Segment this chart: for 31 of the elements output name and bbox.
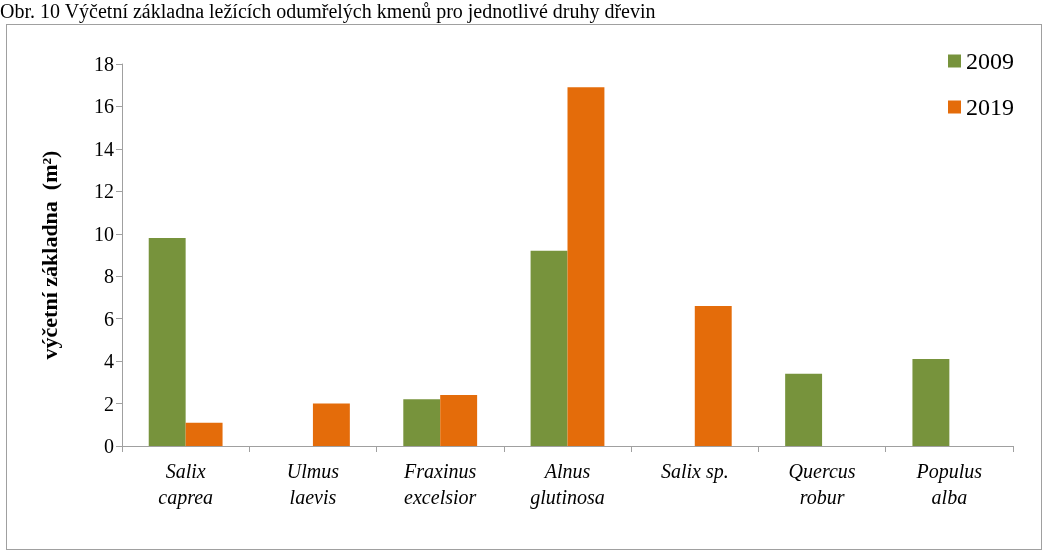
y-tick-label: 6 bbox=[104, 307, 114, 330]
x-tick-label: Alnus glutinosa bbox=[530, 460, 605, 509]
y-tick-label: 2 bbox=[104, 392, 114, 415]
y-tick-label: 18 bbox=[94, 53, 114, 75]
y-tick-label: 0 bbox=[104, 435, 114, 457]
y-tick-label: 16 bbox=[94, 95, 114, 118]
y-axis-title: výčetní základna (m²) bbox=[36, 150, 62, 360]
bar bbox=[530, 250, 568, 446]
bar bbox=[403, 399, 441, 446]
x-tick-label: Salix sp. bbox=[660, 460, 729, 483]
x-tick-label: Salix caprea bbox=[158, 460, 214, 509]
x-tick-label: Ulmus laevis bbox=[286, 460, 340, 508]
y-tick-label: 14 bbox=[94, 137, 114, 160]
bar bbox=[440, 395, 478, 446]
bar bbox=[912, 358, 950, 446]
chart-title: Obr. 10 Výčetní základna ležících odumřelých kmenů pro jednotlivé druhy dřevin bbox=[0, 0, 657, 22]
x-tick-label: Fraxinus excelsior bbox=[403, 460, 477, 508]
x-tick-label: Populus alba bbox=[915, 460, 983, 508]
legend-label: 2009 bbox=[966, 48, 1014, 74]
y-tick-label: 4 bbox=[104, 350, 114, 373]
bar bbox=[694, 305, 732, 446]
bar bbox=[148, 238, 186, 446]
legend-label: 2019 bbox=[966, 94, 1014, 120]
bar bbox=[785, 373, 823, 446]
y-tick-label: 10 bbox=[94, 222, 114, 245]
y-tick-label: 12 bbox=[94, 180, 114, 203]
bar bbox=[312, 403, 350, 446]
x-tick-label: Quercus robur bbox=[788, 460, 856, 508]
y-tick-label: 8 bbox=[104, 265, 114, 288]
bar bbox=[185, 422, 223, 446]
bar bbox=[567, 87, 605, 446]
